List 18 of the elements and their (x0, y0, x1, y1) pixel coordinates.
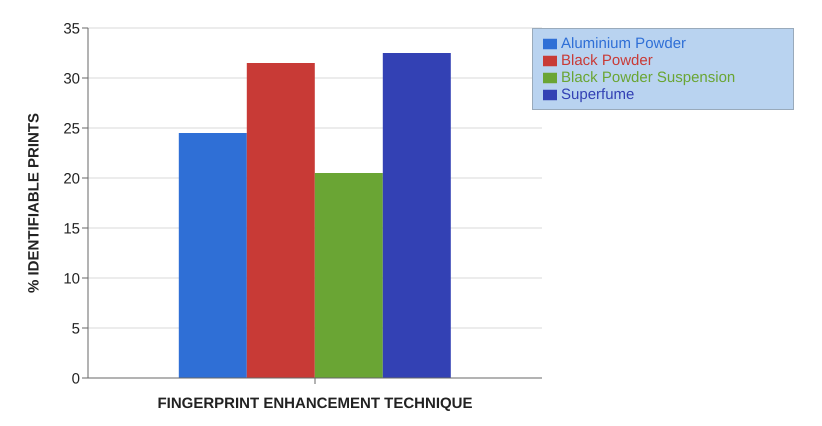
legend-label: Aluminium Powder (561, 35, 686, 52)
y-tick-label: 10 (63, 270, 80, 288)
bar (382, 53, 451, 378)
y-tick-label: 5 (72, 320, 80, 338)
y-tick-label: 30 (63, 70, 80, 88)
y-tick-label: 35 (63, 20, 80, 38)
y-tick-label: 25 (63, 120, 80, 138)
y-axis-title: % IDENTIFIABLE PRINTS (25, 112, 42, 294)
bar (178, 133, 247, 378)
legend-label: Black Powder Suspension (561, 69, 736, 86)
bar (246, 63, 315, 378)
y-tick-label: 0 (72, 370, 80, 388)
legend-label: Black Powder (561, 52, 653, 69)
x-axis-title: FINGERPRINT ENHANCEMENT TECHNIQUE (157, 395, 473, 412)
y-tick-label: 20 (63, 170, 80, 188)
y-tick-label: 15 (63, 220, 80, 238)
legend-label: Superfume (561, 86, 634, 103)
bar (314, 173, 383, 378)
